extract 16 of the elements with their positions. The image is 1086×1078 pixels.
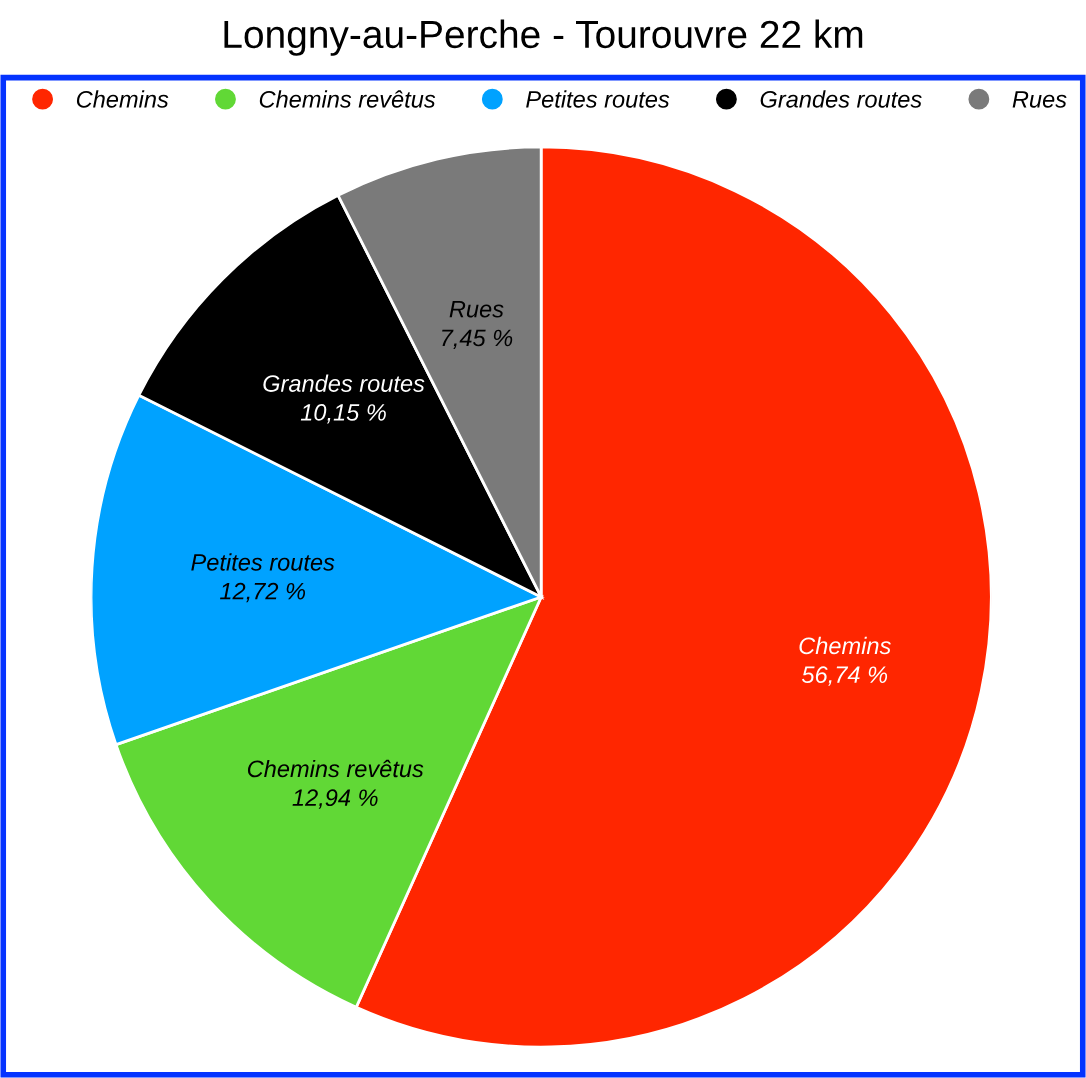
data-label: 7,45 % — [442, 329, 513, 350]
slice-label: Rues — [449, 301, 504, 318]
data-label: 56,74 % — [801, 666, 888, 686]
slice-label: Chemins revêtus — [247, 759, 424, 778]
legend-label: Chemins revêtus — [259, 90, 436, 108]
legend-label: Rues — [1012, 91, 1067, 108]
slice-label: Petites routes — [191, 553, 335, 571]
chart-title: Longny-au-Perche - Tourouvre 22 km — [224, 19, 863, 56]
data-label: 10,15 % — [300, 404, 386, 424]
legend-label: Petites routes — [526, 90, 670, 108]
slice-label: Grandes routes — [263, 374, 425, 392]
legend-label: Grandes routes — [760, 90, 922, 108]
legend-label: Chemins — [76, 90, 169, 108]
slice-label: Chemins — [799, 636, 891, 655]
data-label: 12,72 % — [220, 582, 306, 603]
data-label: 12,94 % — [292, 789, 378, 809]
